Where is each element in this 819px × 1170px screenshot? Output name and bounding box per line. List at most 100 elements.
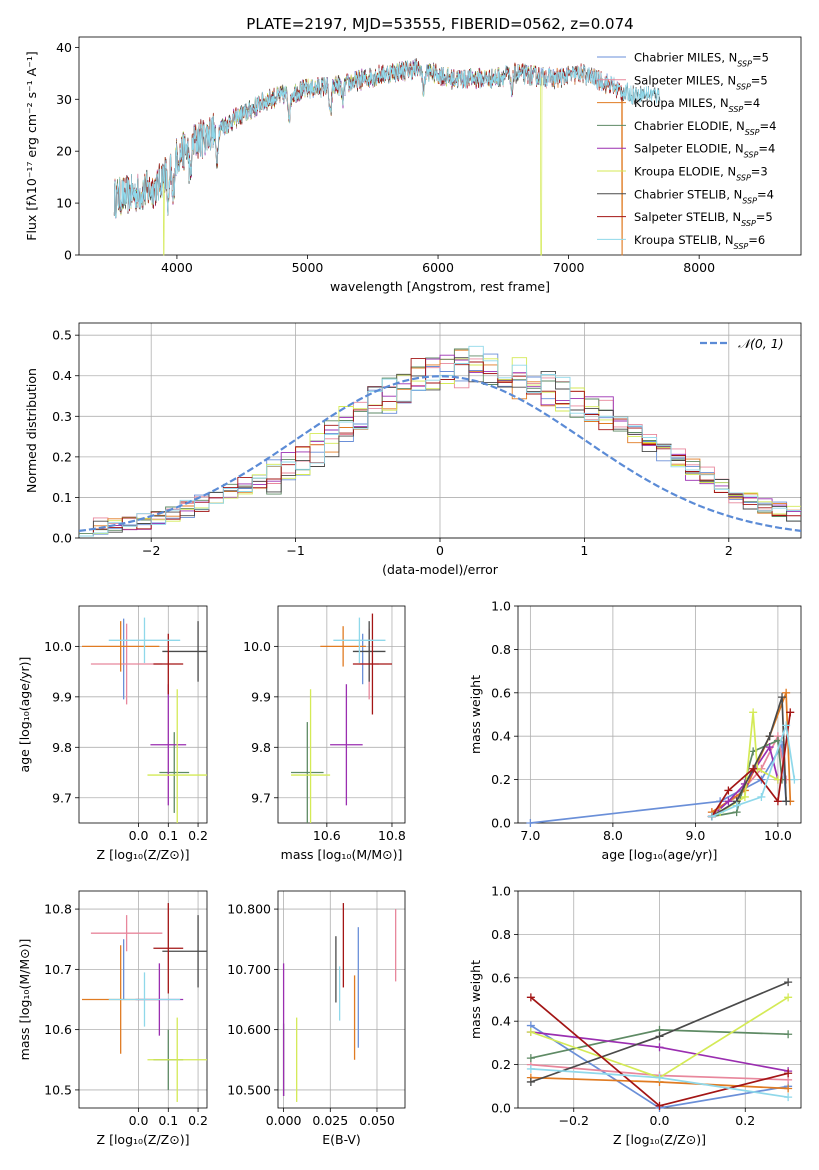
y-tick-label: 9.7 xyxy=(52,790,72,805)
y-axis-label: mass weight xyxy=(468,960,483,1039)
x-tick-label: 8000 xyxy=(683,260,715,275)
weight-point-chabrier-stelib xyxy=(778,693,787,702)
y-tick-label: 0.0 xyxy=(52,531,72,546)
weight-point-kroupa-stelib xyxy=(707,812,716,821)
x-tick-label: −2 xyxy=(142,543,160,558)
legend-label-chabrier-elodie: Chabrier ELODIE, NSSP=4 xyxy=(634,119,776,137)
plot-frame xyxy=(78,36,802,256)
weight-point-salpeter-stelib xyxy=(655,1101,664,1110)
x-tick-label: 0.1 xyxy=(158,1113,178,1128)
x-tick-label: −1 xyxy=(286,543,304,558)
weights-z-weight xyxy=(526,978,793,1112)
x-tick-label: 7.0 xyxy=(520,828,540,843)
y-tick-label: 10.700 xyxy=(227,962,271,977)
histogram-chabrier-stelib xyxy=(79,357,801,537)
x-tick-label: 9.0 xyxy=(685,828,705,843)
x-tick-label: 0.2 xyxy=(735,1113,755,1128)
x-axis-label: Z [log₁₀(Z/Z⊙)] xyxy=(97,1132,190,1147)
y-axis-label: Normed distribution xyxy=(24,368,39,493)
normal-legend-label: 𝒩(0, 1) xyxy=(738,336,784,351)
y-tick-label: 30 xyxy=(56,92,72,107)
y-tick-label: 0.2 xyxy=(52,449,72,464)
y-tick-label: 10.500 xyxy=(227,1082,271,1097)
x-axis-label: Z [log₁₀(Z/Z⊙)] xyxy=(97,847,190,862)
weight-point-kroupa-miles xyxy=(784,1084,793,1093)
errorbars-mass-age xyxy=(291,613,392,823)
plot-frame xyxy=(78,322,802,539)
axes-residuals: −2 −1 0 1 2 0.0 0.1 0.2 0.3 0.4 0.5 (data-model)/er… xyxy=(24,322,802,577)
axes-mass-age: 10.6 10.8 9.7 9.8 9.9 10.0 mass [log₁₀(M/M⊙)] xyxy=(243,605,406,862)
y-tick-label: 0.2 xyxy=(491,772,511,787)
x-tick-label: 0.000 xyxy=(266,1113,302,1128)
y-tick-label: 0.4 xyxy=(52,368,72,383)
y-tick-label: 10.7 xyxy=(44,962,72,977)
x-axis-label: mass [log₁₀(M/M⊙)] xyxy=(281,847,403,862)
weight-point-kroupa-stelib xyxy=(526,1064,535,1073)
y-tick-label: 10.0 xyxy=(44,639,72,654)
axes-z-age: 0.0 0.1 0.2 9.7 9.8 9.9 10.0 Z [log₁₀(Z/Z⊙)] age… xyxy=(17,605,208,862)
y-tick-label: 9.9 xyxy=(251,689,271,704)
x-axis-label: age [log₁₀(age/yr)] xyxy=(602,847,718,862)
spectrum-lines xyxy=(113,58,661,256)
y-tick-label: 0.1 xyxy=(52,490,72,505)
y-tick-label: 0.6 xyxy=(491,685,511,700)
errorbars-ebv-mass xyxy=(282,903,397,1102)
y-tick-label: 10.0 xyxy=(243,639,271,654)
y-tick-label: 1.0 xyxy=(491,884,511,899)
spectrum-legend: Chabrier MILES, NSSP=5 Salpeter MILES, NS… xyxy=(597,51,776,250)
y-axis-label: Flux [fλ10⁻¹⁷ erg cm⁻² s⁻¹ A⁻¹] xyxy=(24,51,39,240)
weight-point-chabrier-stelib xyxy=(782,797,791,806)
x-axis-label: wavelength [Angstrom, rest frame] xyxy=(330,279,550,294)
y-tick-label: 10.6 xyxy=(44,1022,72,1037)
histogram-salpeter-elodie xyxy=(79,354,801,537)
y-tick-label: 9.8 xyxy=(52,740,72,755)
weight-point-chabrier-miles xyxy=(526,819,535,827)
y-tick-label: 1.0 xyxy=(491,599,511,614)
weight-point-chabrier-stelib xyxy=(655,1032,664,1041)
x-axis-label: E(B-V) xyxy=(322,1132,361,1147)
y-tick-label: 0.6 xyxy=(491,970,511,985)
x-tick-label: 0.2 xyxy=(188,828,208,843)
y-tick-label: 0.8 xyxy=(491,642,511,657)
plot-frame xyxy=(517,605,802,824)
x-tick-label: 6000 xyxy=(422,260,454,275)
spectrum-kroupa-stelib xyxy=(113,59,661,219)
weight-point-kroupa-elodie xyxy=(784,993,793,1002)
y-tick-label: 0.4 xyxy=(491,1014,511,1029)
y-tick-label: 0.0 xyxy=(491,1101,511,1116)
histogram-chabrier-miles xyxy=(79,353,801,537)
y-tick-label: 0.4 xyxy=(491,729,511,744)
x-axis-label: Z [log₁₀(Z/Z⊙)] xyxy=(613,1132,706,1147)
x-tick-label: 10.6 xyxy=(313,828,341,843)
weight-point-kroupa-stelib xyxy=(784,1093,793,1102)
axes-ebv-mass: 0.000 0.025 0.050 10.500 10.600 10.700 10.800 E… xyxy=(227,890,406,1147)
x-tick-label: 4000 xyxy=(161,260,193,275)
weight-point-salpeter-stelib xyxy=(749,764,758,773)
x-tick-label: 0.050 xyxy=(359,1113,395,1128)
plot-frame xyxy=(78,605,208,824)
x-axis-label: (data-model)/error xyxy=(382,562,499,577)
x-tick-label: 8.0 xyxy=(603,828,623,843)
y-tick-label: 9.9 xyxy=(52,689,72,704)
axes-spectrum: 4000 5000 6000 7000 8000 0 10 20 30 40 wavelength … xyxy=(24,15,802,294)
spectrum-kroupa-miles xyxy=(113,58,624,256)
weight-point-chabrier-elodie xyxy=(526,1054,535,1063)
weight-point-kroupa-elodie xyxy=(526,1028,535,1037)
weight-point-kroupa-stelib xyxy=(732,801,741,810)
errorbars-z-age xyxy=(81,617,207,823)
x-tick-label: 7000 xyxy=(553,260,585,275)
weight-point-salpeter-stelib xyxy=(526,993,535,1002)
weight-point-kroupa-elodie xyxy=(740,792,749,801)
histogram-kroupa-stelib xyxy=(79,345,801,537)
y-axis-label: mass weight xyxy=(468,675,483,754)
weight-point-chabrier-stelib xyxy=(784,978,793,987)
x-tick-label: −0.2 xyxy=(559,1113,589,1128)
weight-point-salpeter-stelib xyxy=(786,708,795,717)
axes-z-mass: 0.0 0.1 0.2 10.5 10.6 10.7 10.8 Z [log₁₀(Z/Z⊙)]… xyxy=(17,890,208,1147)
y-tick-label: 10.600 xyxy=(227,1022,271,1037)
y-tick-label: 20 xyxy=(56,144,72,159)
weights-age-weight xyxy=(526,688,799,827)
y-tick-label: 0 xyxy=(64,248,72,263)
y-tick-label: 10.5 xyxy=(44,1082,72,1097)
